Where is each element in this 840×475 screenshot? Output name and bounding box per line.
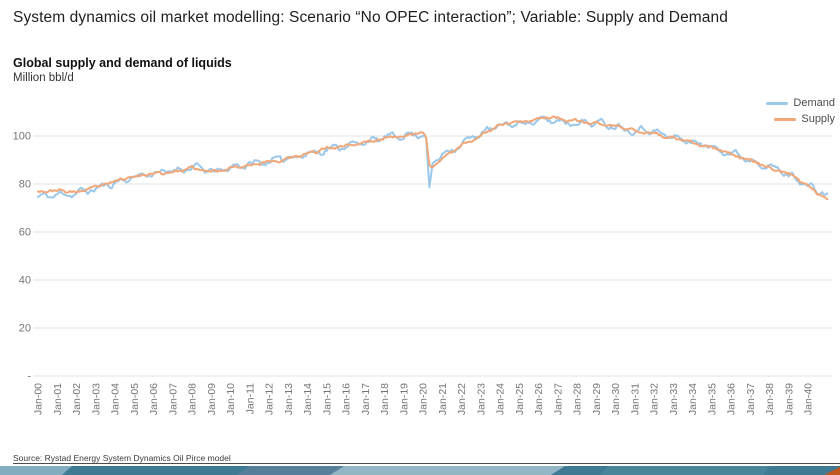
x-tick-label: Jan-35 (706, 383, 718, 415)
x-tick-label: Jan-16 (341, 383, 353, 415)
y-tick-label: 80 (19, 179, 31, 191)
y-tick-label: - (27, 371, 31, 383)
x-tick-label: Jan-19 (398, 383, 410, 415)
x-tick-label: Jan-09 (206, 383, 218, 415)
slide-title: System dynamics oil market modelling: Sc… (13, 9, 728, 26)
legend-item-supply: Supply (774, 113, 835, 125)
legend-label-supply: Supply (801, 113, 835, 125)
x-tick-label: Jan-39 (783, 383, 795, 415)
x-tick-label: Jan-25 (514, 383, 526, 415)
chart-title: Global supply and demand of liquids (13, 56, 232, 70)
x-tick-label: Jan-04 (110, 383, 122, 415)
x-tick-label: Jan-14 (302, 383, 314, 415)
legend-item-demand: Demand (766, 97, 835, 109)
demand-line (37, 115, 829, 199)
x-tick-label: Jan-27 (552, 383, 564, 415)
x-tick-label: Jan-21 (437, 383, 449, 415)
band-segment (600, 466, 770, 475)
x-tick-label: Jan-30 (610, 383, 622, 415)
x-tick-label: Jan-24 (495, 383, 507, 415)
legend-swatch-demand (766, 101, 789, 105)
x-tick-label: Jan-26 (533, 383, 545, 415)
x-tick-label: Jan-02 (71, 383, 83, 415)
x-tick-label: Jan-07 (167, 383, 179, 415)
x-tick-label: Jan-01 (52, 383, 64, 415)
x-tick-label: Jan-18 (379, 383, 391, 415)
supply-line (37, 115, 829, 201)
x-tick-label: Jan-34 (687, 383, 699, 415)
x-tick-label: Jan-32 (649, 383, 661, 415)
x-tick-label: Jan-15 (321, 383, 333, 415)
x-tick-label: Jan-10 (225, 383, 237, 415)
x-tick-label: Jan-40 (803, 383, 815, 415)
footer-decoration-band (0, 466, 840, 475)
band-segment (0, 466, 72, 475)
x-tick-label: Jan-17 (360, 383, 372, 415)
y-tick-label: 60 (19, 227, 31, 239)
x-tick-label: Jan-33 (668, 383, 680, 415)
source-note: Source: Rystad Energy System Dynamics Oi… (13, 453, 231, 463)
x-tick-label: Jan-08 (187, 383, 199, 415)
x-tick-label: Jan-12 (264, 383, 276, 415)
x-tick-label: Jan-05 (129, 383, 141, 415)
x-tick-label: Jan-00 (33, 383, 45, 415)
x-tick-label: Jan-29 (591, 383, 603, 415)
x-tick-label: Jan-23 (475, 383, 487, 415)
x-tick-label: Jan-03 (90, 383, 102, 415)
x-tick-label: Jan-11 (244, 383, 256, 414)
x-tick-label: Jan-20 (418, 383, 430, 415)
footer-divider (13, 463, 840, 464)
y-tick-label: 40 (19, 275, 31, 287)
chart-legend: Demand Supply (766, 97, 835, 125)
y-tick-label: 20 (19, 323, 31, 335)
band-segment (330, 466, 565, 475)
x-tick-label: Jan-06 (148, 383, 160, 415)
legend-label-demand: Demand (793, 97, 835, 109)
x-tick-label: Jan-22 (456, 383, 468, 415)
x-tick-label: Jan-28 (572, 383, 584, 415)
x-tick-label: Jan-13 (283, 383, 295, 415)
legend-swatch-supply (774, 117, 797, 121)
x-tick-label: Jan-31 (629, 383, 641, 415)
x-tick-label: Jan-36 (726, 383, 738, 415)
y-tick-label: 100 (13, 131, 31, 143)
chart-unit-label: Million bbl/d (13, 72, 74, 84)
band-corner-accent (824, 466, 840, 475)
x-tick-label: Jan-37 (745, 383, 757, 415)
x-tick-label: Jan-38 (764, 383, 776, 415)
band-segment (236, 466, 356, 475)
